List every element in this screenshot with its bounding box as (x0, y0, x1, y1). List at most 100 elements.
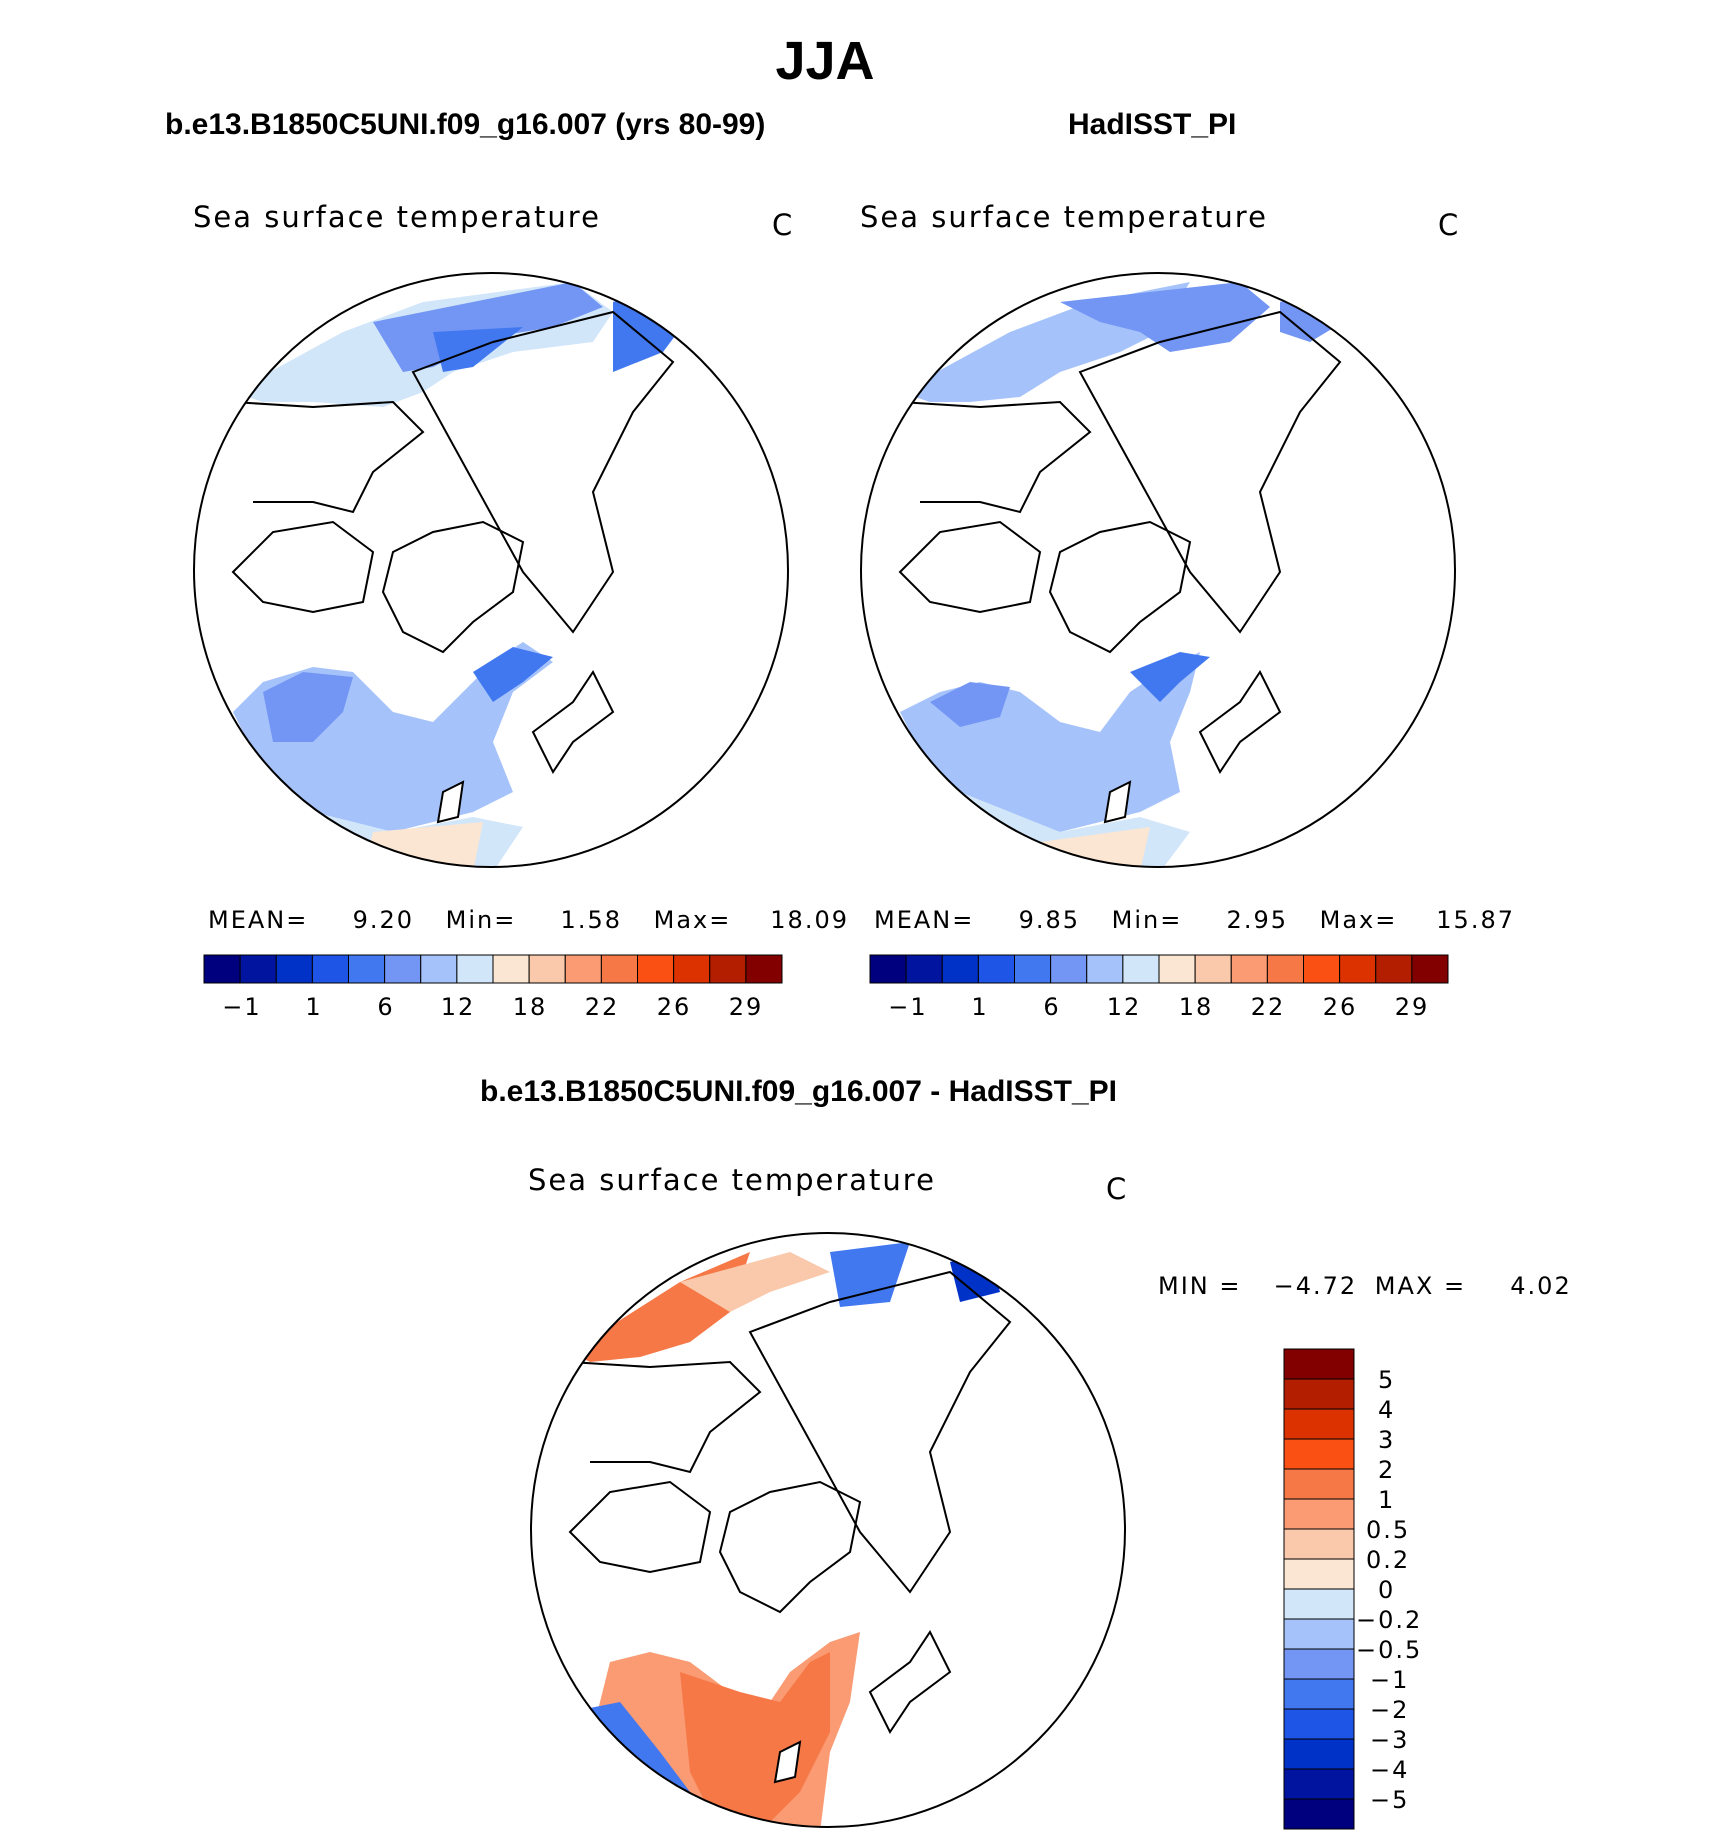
colorbar-swatch (1283, 1648, 1355, 1680)
left-colorbar-tick: 6 (377, 993, 395, 1021)
diff-colorbar-tick: −3 (1370, 1726, 1410, 1754)
right-min-label: Min= (1111, 906, 1183, 934)
colorbar-swatch (275, 954, 313, 984)
left-colorbar-tick: 22 (584, 993, 620, 1021)
colorbar-swatch (420, 954, 458, 984)
colorbar-swatch (1339, 954, 1377, 984)
greenland-outline (718, 1480, 862, 1614)
main-title: JJA (775, 31, 875, 91)
diff-colorbar-tick: 4 (1378, 1396, 1396, 1424)
left-map-border (193, 272, 789, 868)
colorbar-swatch (673, 954, 711, 984)
diff-colorbar-tick: 0 (1378, 1576, 1396, 1604)
diff-map-border (530, 1232, 1126, 1828)
diff-colorbar-tick: −2 (1370, 1696, 1410, 1724)
colorbar-swatch (941, 954, 979, 984)
diff-panel-variable-label: Sea surface temperature (528, 1163, 936, 1197)
colorbar-swatch (1283, 1528, 1355, 1560)
colorbar-swatch (1283, 1438, 1355, 1470)
sst-region-japan-sea (1280, 287, 1360, 342)
diff-region-bering-warm (680, 1252, 830, 1312)
colorbar-swatch (1283, 1408, 1355, 1440)
right-colorbar-tick: 6 (1043, 993, 1061, 1021)
colorbar-swatch (905, 954, 943, 984)
sst-region-labrador-sea (930, 682, 1010, 727)
colorbar-swatch (384, 954, 422, 984)
diff-colorbar-tick: −4 (1370, 1756, 1410, 1784)
left-colorbar-tick: 29 (728, 993, 764, 1021)
diff-panel-units: C (1106, 1172, 1129, 1206)
colorbar-swatch (1283, 1468, 1355, 1500)
left-stats-row: MEAN= 9.20 Min= 1.58 Max= 18.09 (208, 906, 849, 934)
right-panel-variable-label: Sea surface temperature (860, 200, 1268, 234)
diff-max-label: MAX = (1374, 1272, 1467, 1300)
right-colorbar-tick: −1 (888, 993, 928, 1021)
right-map-border (860, 272, 1456, 868)
right-colorbar-tick: 1 (971, 993, 989, 1021)
canada-outline (568, 1480, 712, 1574)
colorbar-swatch (1303, 954, 1341, 984)
colorbar-swatch (1266, 954, 1304, 984)
scandinavia-outline (531, 670, 615, 774)
diff-colorbar-tick: −0.5 (1356, 1636, 1423, 1664)
right-panel-units: C (1438, 208, 1461, 242)
diff-colorbar-tick: 0.5 (1366, 1516, 1411, 1544)
right-max-value: 15.87 (1436, 906, 1515, 934)
colorbar-swatch (977, 954, 1015, 984)
right-max-label: Max= (1319, 906, 1398, 934)
canada-outline (231, 520, 375, 614)
colorbar-swatch (637, 954, 675, 984)
colorbar-swatch (348, 954, 386, 984)
colorbar-swatch (456, 954, 494, 984)
eurasia-coastline (411, 310, 675, 634)
right-mean-value: 9.85 (1018, 906, 1080, 934)
left-colorbar-tick: 12 (440, 993, 476, 1021)
greenland-outline (1048, 520, 1192, 654)
colorbar-swatch (1158, 954, 1196, 984)
left-max-value: 18.09 (770, 906, 849, 934)
scandinavia-outline (1198, 670, 1282, 774)
british-isles-outline (1103, 780, 1132, 824)
left-colorbar-tick: 26 (656, 993, 692, 1021)
diff-min-value: −4.72 (1273, 1272, 1358, 1300)
colorbar-swatch (745, 954, 783, 984)
colorbar-swatch (1050, 954, 1088, 984)
left-mean-value: 9.20 (352, 906, 414, 934)
north-america-coastline (899, 400, 1092, 514)
colorbar-swatch (1283, 1738, 1355, 1770)
sst-region-labrador-sea (263, 672, 353, 742)
right-colorbar-tick: 29 (1394, 993, 1430, 1021)
diff-colorbar-tick: −5 (1370, 1786, 1410, 1814)
right-stats-row: MEAN= 9.85 Min= 2.95 Max= 15.87 (874, 906, 1515, 934)
colorbar-swatch (1086, 954, 1124, 984)
right-colorbar-tick: 18 (1178, 993, 1214, 1021)
canada-outline (898, 520, 1042, 614)
north-america-coastline (569, 1360, 762, 1474)
left-min-label: Min= (445, 906, 517, 934)
diff-region-okhotsk-cool (830, 1242, 910, 1307)
colorbar-swatch (203, 954, 241, 984)
colorbar-swatch (239, 954, 277, 984)
left-colorbar-tick: 18 (512, 993, 548, 1021)
colorbar-swatch (1283, 1618, 1355, 1650)
colorbar-swatch (1283, 1348, 1355, 1380)
left-panel-variable-label: Sea surface temperature (193, 200, 601, 234)
diff-colorbar-tick: 5 (1378, 1366, 1396, 1394)
left-colorbar-tick: −1 (222, 993, 262, 1021)
right-mean-label: MEAN= (874, 906, 975, 934)
diff-colorbar-tick: 3 (1378, 1426, 1396, 1454)
colorbar-swatch (311, 954, 349, 984)
colorbar-swatch (1283, 1498, 1355, 1530)
left-panel-units: C (772, 208, 795, 242)
left-panel-case-title: b.e13.B1850C5UNI.f09_g16.007 (yrs 80-99) (165, 108, 766, 141)
colorbar-swatch (1230, 954, 1268, 984)
diff-colorbar-tick: 2 (1378, 1456, 1396, 1484)
right-colorbar-tick: 22 (1250, 993, 1286, 1021)
sst-region-norwegian-sea (473, 647, 553, 702)
eurasia-coastline (748, 1270, 1012, 1594)
colorbar-swatch (528, 954, 566, 984)
diff-colorbar-tick: 0.2 (1366, 1546, 1411, 1574)
left-mean-label: MEAN= (208, 906, 309, 934)
colorbar-swatch (1375, 954, 1413, 984)
difference-colorbar (1283, 1348, 1355, 1830)
